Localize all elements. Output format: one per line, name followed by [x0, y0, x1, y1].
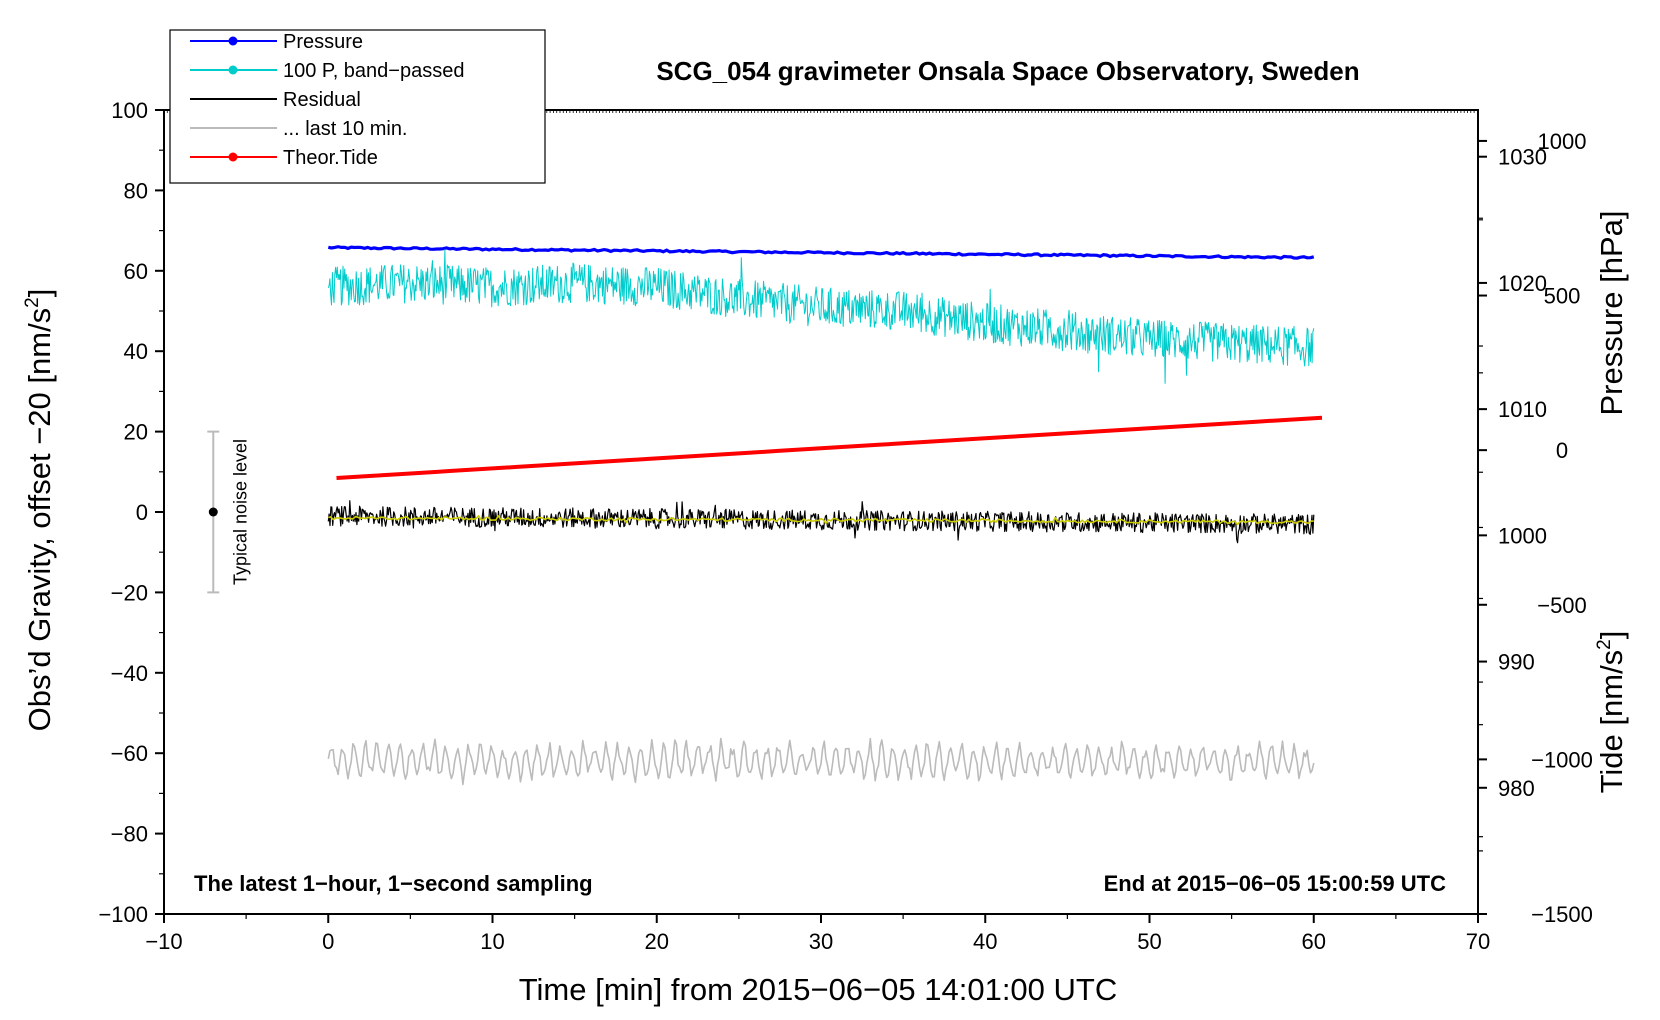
- y-tick-label: −20: [111, 580, 148, 605]
- y-tick-label: 60: [124, 259, 148, 284]
- legend: Pressure 100 P, band−passed Residual ... la…: [169, 29, 546, 184]
- legend-label: 100 P, band−passed: [283, 60, 464, 82]
- y-tick-label: 20: [124, 420, 148, 445]
- legend-label: ... last 10 min.: [283, 118, 408, 140]
- y-axis-tide: −1500 −1000 −500 0 500 1000: [1478, 129, 1593, 927]
- series-pressure: [327, 245, 1315, 260]
- pressure-tick-label: 1010: [1498, 397, 1547, 422]
- x-tick-label: 30: [809, 929, 833, 954]
- pressure-tick-label: 1020: [1498, 271, 1547, 296]
- y-axis-tide-title-sup: 2: [1594, 639, 1615, 650]
- x-axis-title: Time [min] from 2015−06−05 14:01:00 UTC: [519, 972, 1118, 1007]
- x-tick-label: 0: [322, 929, 334, 954]
- x-tick-label: 60: [1302, 929, 1326, 954]
- legend-item: ... last 10 min.: [190, 118, 408, 140]
- y-axis-pressure: 980 990 1000 1010 1020 1030: [1478, 145, 1547, 852]
- x-tick-label: 50: [1137, 929, 1161, 954]
- legend-item: Theor.Tide: [190, 147, 378, 169]
- tide-tick-label: 0: [1556, 438, 1568, 463]
- y-axis-gravity-title-sup: 2: [22, 297, 43, 308]
- tide-tick-label: −1000: [1531, 747, 1593, 772]
- tide-tick-label: 500: [1544, 284, 1581, 309]
- annotation-bottom-right: End at 2015−06−05 15:00:59 UTC: [1104, 871, 1447, 896]
- legend-label: Residual: [283, 89, 361, 111]
- noise-bar-center: [208, 507, 218, 517]
- pressure-tick-label: 1000: [1498, 523, 1547, 548]
- y-tick-label: 40: [124, 339, 148, 364]
- y-axis-gravity-title: Obs’d Gravity, offset −20 [nm/s2]: [22, 289, 57, 732]
- legend-item: 100 P, band−passed: [190, 60, 464, 82]
- series-100-p-band-passed: [327, 249, 1315, 384]
- series-theor-tide: [336, 415, 1323, 480]
- y-tick-label: −60: [111, 741, 148, 766]
- x-tick-label: 70: [1466, 929, 1490, 954]
- y-tick-label: 100: [111, 98, 148, 123]
- tide-tick-label: −500: [1537, 593, 1587, 618]
- y-axis-gravity: −100 −80 −60 −40 −20 0 20 40 60 80 100: [98, 98, 164, 927]
- y-tick-label: −100: [98, 902, 148, 927]
- y-tick-label: 80: [124, 178, 148, 203]
- y-tick-label: 0: [136, 500, 148, 525]
- pressure-tick-label: 990: [1498, 650, 1535, 675]
- noise-level-bar: Typical noise level: [207, 430, 250, 594]
- series-residual-smoothed: [328, 515, 1314, 526]
- x-tick-label: 40: [973, 929, 997, 954]
- tide-tick-label: −1500: [1531, 902, 1593, 927]
- pressure-tick-label: 980: [1498, 776, 1535, 801]
- x-tick-label: −10: [145, 929, 182, 954]
- series-residual: [327, 500, 1315, 544]
- x-tick-label: 20: [645, 929, 669, 954]
- y-axis-pressure-title: Pressure [hPa]: [1594, 210, 1629, 415]
- tide-tick-label: 1000: [1538, 129, 1587, 154]
- y-axis-tide-title: Tide [nm/s2]: [1594, 631, 1629, 794]
- series-layer: [327, 245, 1323, 786]
- y-tick-label: −40: [111, 661, 148, 686]
- legend-item: Pressure: [190, 31, 363, 53]
- y-tick-label: −80: [111, 822, 148, 847]
- pressure-tick-label: 1030: [1498, 145, 1547, 170]
- noise-bar-label: Typical noise level: [230, 439, 250, 585]
- annotation-bottom-left: The latest 1−hour, 1−second sampling: [194, 871, 593, 896]
- legend-label: Theor.Tide: [283, 147, 378, 169]
- legend-marker: [228, 36, 238, 46]
- legend-label: Pressure: [283, 31, 363, 53]
- chart-title: SCG_054 gravimeter Onsala Space Observat…: [656, 56, 1359, 86]
- legend-item: Residual: [190, 89, 361, 111]
- x-tick-label: 10: [480, 929, 504, 954]
- x-axis: −10 0 10 20 30 40 50 60 70: [145, 914, 1490, 954]
- legend-marker: [228, 65, 238, 75]
- series-last-10-min: [327, 737, 1315, 786]
- legend-marker: [228, 152, 238, 162]
